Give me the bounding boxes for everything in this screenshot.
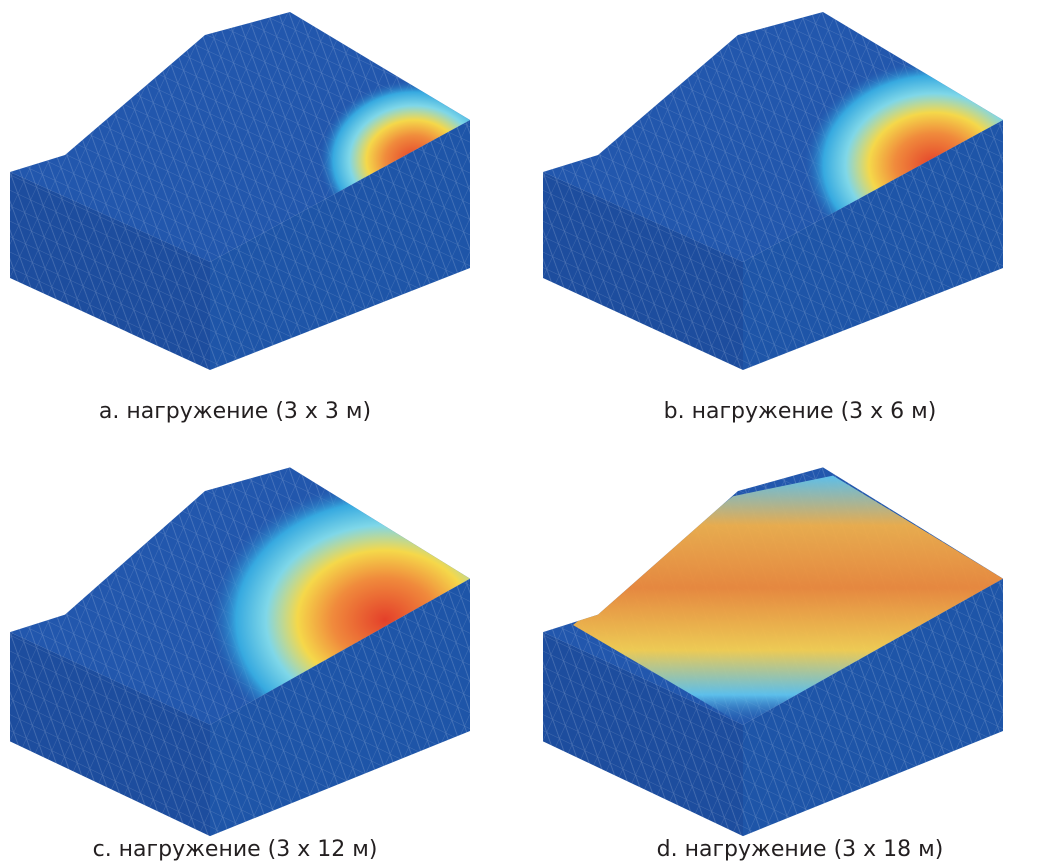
page: a. нагружение (3 x 3 м) b. нагружение (3… [0, 0, 1038, 865]
caption: d. нагружение (3 x 18 м) [657, 837, 944, 862]
caption: b. нагружение (3 x 6 м) [664, 399, 937, 424]
caption: c. нагружение (3 x 12 м) [93, 837, 378, 862]
caption: a. нагружение (3 x 3 м) [99, 399, 371, 424]
panel-a [10, 12, 490, 370]
figure: a. нагружение (3 x 3 м) b. нагружение (3… [0, 0, 1038, 865]
panel-c [10, 467, 525, 836]
panel-d [543, 467, 1003, 836]
panel-b [543, 12, 1038, 370]
